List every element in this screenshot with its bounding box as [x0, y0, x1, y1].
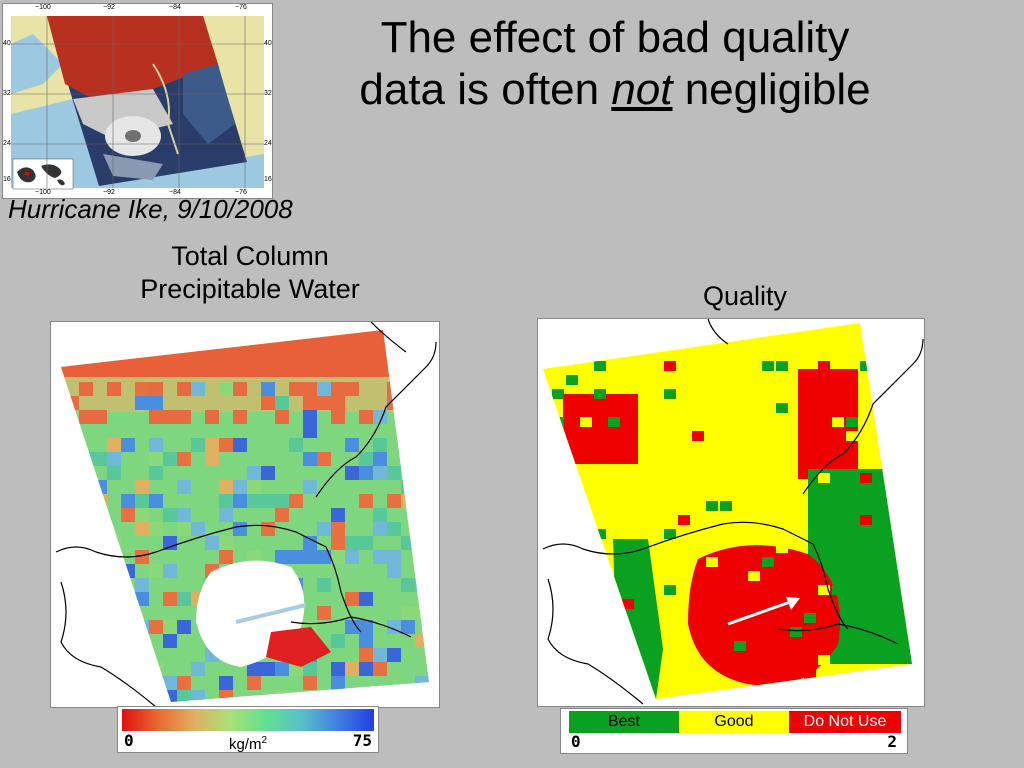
tcpw-colorbar: 0 75 kg/m2: [117, 706, 379, 753]
quality-colorbar-max: 2: [887, 732, 897, 751]
quality-best-segment: Best: [569, 711, 679, 733]
arrow-icon: [727, 597, 800, 626]
thumb-left-tick-1: 40: [3, 40, 11, 47]
satellite-thumbnail: −100 −92 −84 −76 −100 −92 −84 −76 40 32 …: [2, 3, 273, 199]
thumb-top-tick-3: −84: [169, 4, 181, 11]
thumb-top-tick-1: −100: [35, 4, 51, 11]
thumb-right-tick-4: 16: [264, 176, 272, 183]
tcpw-colorbar-ramp: [122, 709, 374, 731]
thumb-left-tick-3: 24: [3, 140, 11, 147]
thumb-top-tick-2: −92: [103, 4, 115, 11]
tcpw-colorbar-unit: kg/m2: [228, 735, 268, 753]
title-line-2: data is often not negligible: [290, 64, 940, 116]
thumb-right-tick-1: 40: [264, 40, 272, 47]
tcpw-map-graphic: [55, 321, 437, 708]
quality-colorbar-min: 0: [571, 732, 581, 751]
thumb-bottom-tick-4: −76: [235, 189, 247, 196]
quality-map-graphic: [542, 318, 924, 705]
thumb-right-tick-2: 32: [264, 90, 272, 97]
thumb-bottom-tick-1: −100: [35, 189, 51, 196]
title-prefix: data is often: [359, 65, 612, 114]
tcpw-colorbar-min: 0: [124, 731, 134, 750]
quality-bad-segment: Do Not Use: [789, 711, 901, 733]
quality-good-segment: Good: [679, 711, 789, 733]
tcpw-colorbar-max: 75: [352, 731, 372, 750]
title-line-1: The effect of bad quality: [380, 13, 850, 62]
thumb-top-tick-4: −76: [235, 4, 247, 11]
tcpw-map: [50, 321, 440, 708]
quality-colorbar: Best Good Do Not Use 0 2: [560, 708, 908, 754]
thumbnail-map: [3, 4, 272, 198]
thumb-bottom-tick-2: −92: [103, 189, 115, 196]
thumb-right-tick-3: 24: [264, 140, 272, 147]
thumb-bottom-tick-3: −84: [169, 189, 181, 196]
thumb-left-tick-2: 32: [3, 90, 11, 97]
title-emphasis: not: [611, 65, 673, 114]
image-caption: Hurricane Ike, 9/10/2008: [8, 194, 293, 224]
quality-map: [537, 318, 925, 707]
tcpw-label-line-1: Total Column: [171, 241, 329, 271]
tcpw-label: Total Column Precipitable Water: [100, 240, 400, 306]
title-suffix: negligible: [672, 65, 871, 114]
slide-title: The effect of bad quality data is often …: [290, 12, 940, 116]
thumb-left-tick-4: 16: [3, 176, 11, 183]
quality-label: Quality: [702, 281, 788, 311]
tcpw-label-line-2: Precipitable Water: [140, 274, 360, 304]
